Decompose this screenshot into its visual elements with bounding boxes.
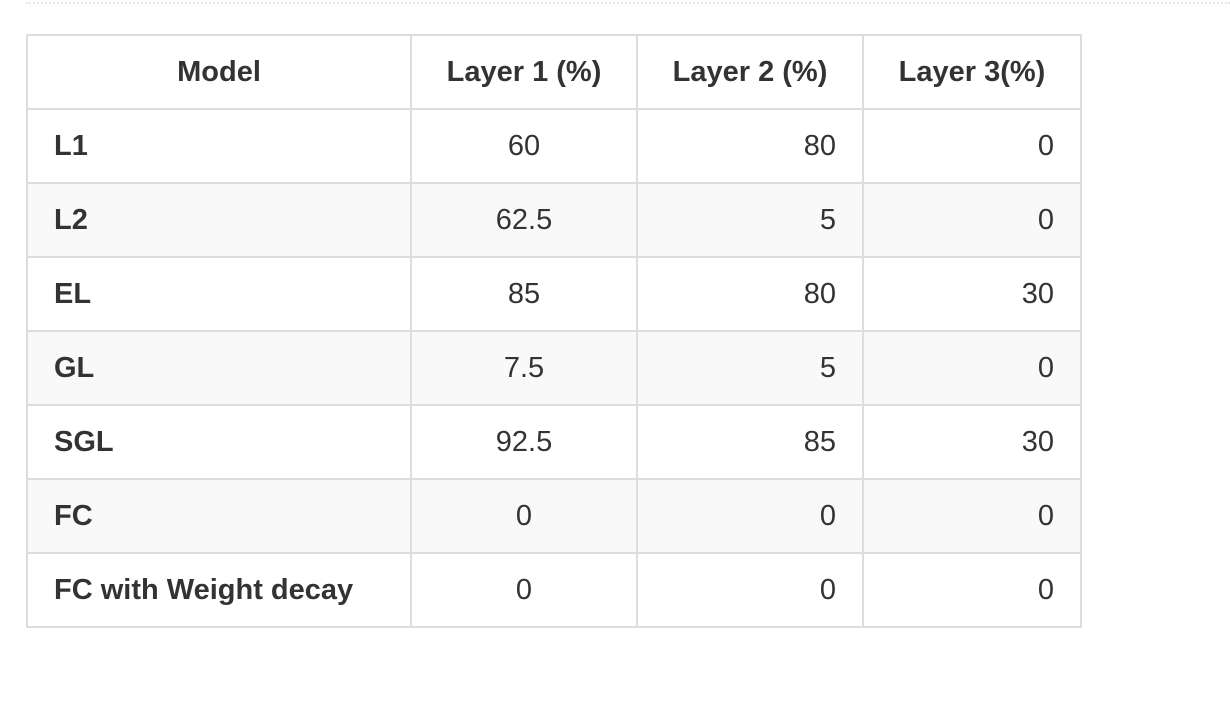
cell-layer-1: 92.5 xyxy=(410,404,638,480)
cell-layer-3: 0 xyxy=(862,108,1082,184)
cell-layer-1: 62.5 xyxy=(410,182,638,258)
header-layer-2: Layer 2 (%) xyxy=(636,34,864,110)
cell-layer-2: 5 xyxy=(636,182,864,258)
cell-layer-2: 80 xyxy=(636,256,864,332)
row-model-name: SGL xyxy=(26,404,412,480)
row-model-name: L2 xyxy=(26,182,412,258)
cell-layer-3: 0 xyxy=(862,330,1082,406)
header-layer-1: Layer 1 (%) xyxy=(410,34,638,110)
header-model: Model xyxy=(26,34,412,110)
table-row: EL 85 80 30 xyxy=(26,256,1082,332)
row-model-name: EL xyxy=(26,256,412,332)
table-body: L1 60 80 0 L2 62.5 5 0 EL 85 80 30 GL 7.… xyxy=(26,108,1082,628)
header-layer-3: Layer 3(%) xyxy=(862,34,1082,110)
cell-layer-3: 0 xyxy=(862,182,1082,258)
cell-layer-1: 85 xyxy=(410,256,638,332)
results-table: Model Layer 1 (%) Layer 2 (%) Layer 3(%)… xyxy=(26,34,1082,628)
row-model-name: FC with Weight decay xyxy=(26,552,412,628)
cell-layer-3: 30 xyxy=(862,256,1082,332)
row-model-name: GL xyxy=(26,330,412,406)
table-row: GL 7.5 5 0 xyxy=(26,330,1082,406)
row-model-name: FC xyxy=(26,478,412,554)
cell-layer-2: 5 xyxy=(636,330,864,406)
table-row: L1 60 80 0 xyxy=(26,108,1082,184)
table-row: FC 0 0 0 xyxy=(26,478,1082,554)
cell-layer-1: 0 xyxy=(410,478,638,554)
cell-layer-2: 0 xyxy=(636,552,864,628)
row-model-name: L1 xyxy=(26,108,412,184)
table-row: FC with Weight decay 0 0 0 xyxy=(26,552,1082,628)
table-header: Model Layer 1 (%) Layer 2 (%) Layer 3(%) xyxy=(26,34,1082,110)
header-row: Model Layer 1 (%) Layer 2 (%) Layer 3(%) xyxy=(26,34,1082,110)
cell-layer-1: 0 xyxy=(410,552,638,628)
table-row: SGL 92.5 85 30 xyxy=(26,404,1082,480)
cell-layer-2: 0 xyxy=(636,478,864,554)
cell-layer-3: 0 xyxy=(862,478,1082,554)
cell-layer-1: 60 xyxy=(410,108,638,184)
cell-layer-3: 0 xyxy=(862,552,1082,628)
cell-layer-2: 80 xyxy=(636,108,864,184)
cell-layer-2: 85 xyxy=(636,404,864,480)
cell-layer-3: 30 xyxy=(862,404,1082,480)
cell-layer-1: 7.5 xyxy=(410,330,638,406)
top-divider xyxy=(26,2,1230,4)
table-row: L2 62.5 5 0 xyxy=(26,182,1082,258)
